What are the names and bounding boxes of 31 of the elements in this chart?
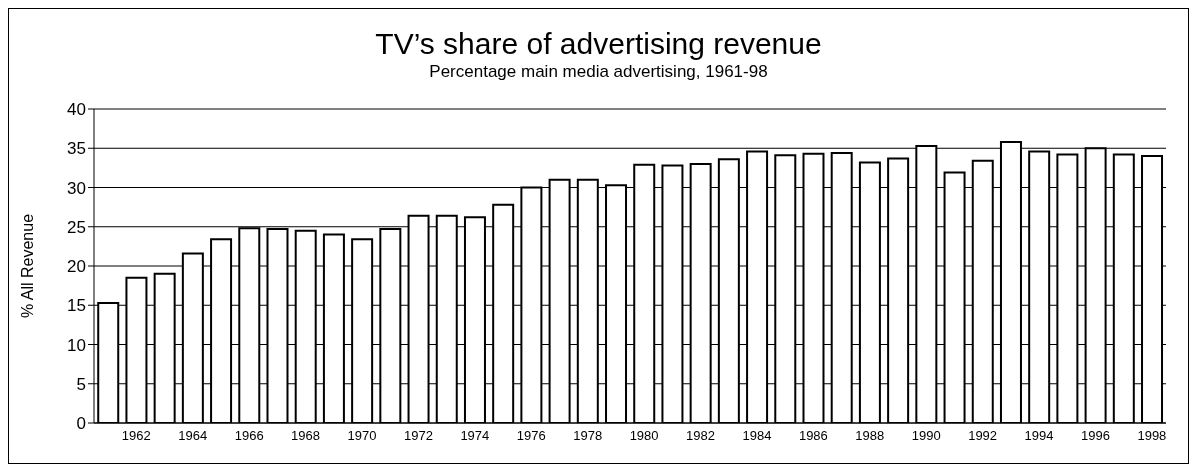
x-tick-label: 1990 (911, 428, 941, 444)
x-tick-label: 1978 (573, 428, 603, 444)
x-tick-label: 1982 (686, 428, 715, 444)
x-tick-label: 1968 (291, 428, 321, 444)
x-tick-label: 1988 (855, 428, 885, 444)
y-tick-label: 35 (67, 139, 86, 159)
x-tick-label: 1996 (1081, 428, 1110, 444)
y-tick-label: 25 (67, 217, 86, 237)
y-tick-label: 15 (67, 296, 86, 316)
x-tick-label: 1964 (178, 428, 208, 444)
chart-subtitle: Percentage main media advertising, 1961-98 (428, 61, 769, 83)
x-tick-label: 1972 (403, 428, 433, 444)
x-tick-label: 1970 (347, 428, 377, 444)
y-tick-label: 20 (67, 257, 86, 277)
y-tick-label: 40 (67, 100, 86, 120)
chart-title: TV’s share of advertising revenue (374, 27, 823, 61)
y-tick-label: 30 (67, 178, 86, 198)
x-tick-label: 1976 (516, 428, 546, 444)
x-tick-label: 1962 (121, 428, 151, 444)
y-tick-label: 5 (76, 374, 86, 394)
x-tick-label: 1986 (798, 428, 828, 444)
x-tick-label: 1974 (460, 428, 490, 444)
y-tick-label: 10 (67, 335, 86, 355)
x-tick-label: 1998 (1137, 428, 1167, 444)
x-tick-label: 1966 (234, 428, 264, 444)
y-tick-label: 0 (76, 414, 86, 434)
x-tick-label: 1992 (968, 428, 998, 444)
y-axis-title: % All Revenue (18, 213, 36, 319)
x-tick-label: 1984 (742, 428, 772, 444)
x-tick-label: 1980 (629, 428, 659, 444)
x-tick-label: 1994 (1024, 428, 1054, 444)
